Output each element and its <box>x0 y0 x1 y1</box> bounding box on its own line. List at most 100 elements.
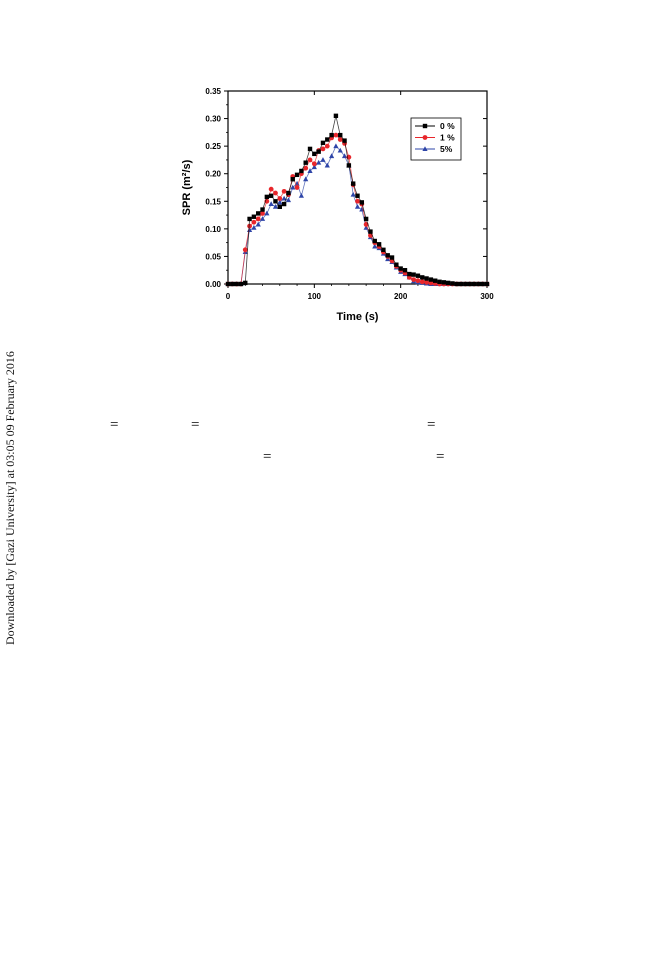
legend-label-0pct: 0 % <box>440 121 455 131</box>
data-point-1pct <box>294 185 300 190</box>
data-point-0pct <box>303 160 308 165</box>
data-point-1pct <box>355 198 360 204</box>
data-point-0pct <box>424 276 429 281</box>
data-point-1pct <box>307 157 313 163</box>
data-point-1pct <box>424 279 429 285</box>
y-tick-label: 0.25 <box>205 142 221 151</box>
y-tick-label: 0.05 <box>205 252 221 261</box>
data-point-5pct <box>259 216 266 221</box>
data-point-0pct <box>320 140 326 146</box>
data-point-1pct <box>419 279 425 285</box>
data-point-1pct <box>320 146 326 152</box>
equals-sign: = <box>427 417 436 433</box>
data-point-0pct <box>243 280 248 286</box>
data-point-0pct <box>385 253 390 258</box>
data-point-1pct <box>268 186 274 192</box>
data-point-0pct <box>273 199 278 204</box>
data-point-5pct <box>320 157 326 162</box>
data-point-0pct <box>402 268 408 273</box>
data-point-0pct <box>294 172 300 178</box>
data-point-0pct <box>458 281 464 287</box>
data-point-0pct <box>415 273 421 278</box>
download-watermark: Downloaded by [Gazi University] at 03:05… <box>3 351 17 645</box>
data-point-1pct <box>303 165 309 171</box>
data-point-5pct <box>255 221 261 227</box>
data-point-5pct <box>307 168 313 173</box>
data-point-0pct <box>350 181 356 186</box>
data-point-1pct <box>277 196 283 201</box>
data-point-0pct <box>264 194 270 200</box>
y-tick-label: 0.35 <box>205 87 221 96</box>
data-point-0pct <box>394 262 399 267</box>
data-point-5pct <box>333 143 339 149</box>
data-point-0pct <box>398 266 403 271</box>
data-point-1pct <box>251 219 257 225</box>
data-point-0pct <box>355 193 360 198</box>
y-tick-label: 0.10 <box>205 225 221 234</box>
data-point-1pct <box>273 190 278 196</box>
data-point-0pct <box>411 272 416 277</box>
legend-marker-5pct <box>422 146 428 151</box>
data-point-5pct <box>311 164 317 170</box>
x-tick-label: 100 <box>308 292 322 301</box>
data-point-5pct <box>316 159 322 165</box>
data-point-0pct <box>484 281 490 287</box>
data-point-0pct <box>299 168 304 174</box>
data-point-0pct <box>342 138 347 143</box>
equals-sign: = <box>110 417 119 433</box>
y-tick-label: 0.30 <box>205 115 221 124</box>
data-point-5pct <box>246 227 253 232</box>
data-point-1pct <box>324 143 330 149</box>
data-point-0pct <box>407 271 412 277</box>
data-point-5pct <box>272 204 279 209</box>
data-point-5pct <box>251 224 257 230</box>
data-point-0pct <box>247 216 252 222</box>
data-point-1pct <box>281 188 287 194</box>
data-point-1pct <box>255 216 261 222</box>
data-point-0pct <box>260 207 265 212</box>
data-point-5pct <box>354 204 361 209</box>
data-point-0pct <box>251 214 257 219</box>
data-point-0pct <box>286 190 291 196</box>
data-point-0pct <box>381 247 386 253</box>
data-point-0pct <box>268 193 274 198</box>
data-point-5pct <box>281 195 287 201</box>
legend-label-1pct: 1 % <box>440 133 455 143</box>
y-tick-label: 0.00 <box>205 280 221 289</box>
legend-label-5pct: 5% <box>440 144 453 154</box>
legend-marker-1pct <box>422 135 428 140</box>
y-axis-label: SPR (m²/s) <box>181 159 193 215</box>
data-point-5pct <box>337 147 343 153</box>
data-point-0pct <box>277 204 282 209</box>
data-point-5pct <box>350 191 356 197</box>
x-tick-label: 0 <box>226 292 231 301</box>
equals-sign: = <box>263 449 272 465</box>
data-point-0pct <box>476 281 481 287</box>
data-point-5pct <box>298 192 304 198</box>
legend-marker-0pct <box>422 123 428 129</box>
data-point-0pct <box>312 151 317 157</box>
equals-sign: = <box>191 417 200 433</box>
data-point-0pct <box>359 200 365 205</box>
data-point-0pct <box>428 277 434 282</box>
x-tick-label: 300 <box>480 292 494 301</box>
data-point-0pct <box>441 280 447 285</box>
y-tick-label: 0.20 <box>205 170 221 179</box>
data-point-0pct <box>450 281 455 286</box>
data-point-0pct <box>307 146 313 152</box>
data-point-1pct <box>260 211 265 216</box>
x-axis-label: Time (s) <box>337 311 379 323</box>
data-point-0pct <box>463 281 468 287</box>
data-point-0pct <box>256 211 261 216</box>
legend-box <box>410 117 462 161</box>
data-point-1pct <box>415 278 421 284</box>
data-point-0pct <box>445 280 451 286</box>
x-tick-label: 200 <box>394 292 408 301</box>
data-point-0pct <box>454 281 459 287</box>
data-point-0pct <box>281 201 287 207</box>
y-tick-label: 0.15 <box>205 197 221 206</box>
data-point-0pct <box>225 281 231 287</box>
data-point-5pct <box>290 184 296 190</box>
data-point-0pct <box>316 149 321 154</box>
